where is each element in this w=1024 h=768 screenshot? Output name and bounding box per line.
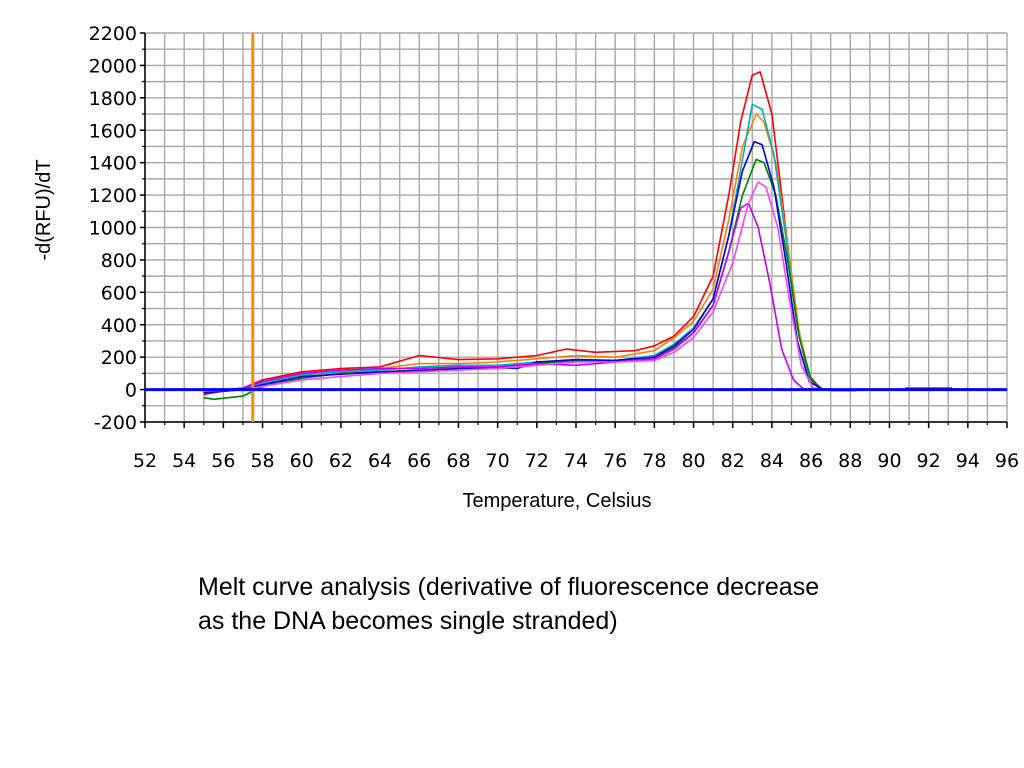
x-tick-label: 58 bbox=[250, 450, 274, 472]
x-tick-label: 86 bbox=[799, 450, 823, 472]
x-tick-label: 74 bbox=[564, 450, 588, 472]
x-tick-label: 56 bbox=[211, 450, 235, 472]
x-tick-label: 52 bbox=[133, 450, 157, 472]
y-tick-label: 1400 bbox=[89, 153, 137, 175]
y-tick-label: 2000 bbox=[89, 55, 137, 77]
axes bbox=[140, 32, 1008, 428]
x-tick-label: 68 bbox=[446, 450, 470, 472]
x-tick-label: 54 bbox=[172, 450, 196, 472]
x-tick-label: 84 bbox=[760, 450, 784, 472]
y-tick-label: 600 bbox=[101, 282, 137, 304]
y-tick-label: 1800 bbox=[89, 88, 137, 110]
series-layer bbox=[203, 71, 953, 401]
x-axis-title: Temperature, Celsius bbox=[463, 490, 652, 512]
x-tick-label: 76 bbox=[603, 450, 627, 472]
y-tick-label: 1200 bbox=[89, 185, 137, 207]
y-tick-label: 1600 bbox=[89, 120, 137, 142]
melt-curve-series-3 bbox=[203, 103, 851, 394]
y-tick-label: -200 bbox=[94, 412, 137, 434]
x-tick-label: 82 bbox=[721, 450, 745, 472]
caption-line-1: Melt curve analysis (derivative of fluor… bbox=[198, 573, 820, 601]
melt-curve-series-7 bbox=[203, 181, 851, 392]
caption: Melt curve analysis (derivative of fluor… bbox=[198, 570, 938, 638]
caption-line-2: as the DNA becomes single stranded) bbox=[198, 607, 618, 635]
y-tick-label: 0 bbox=[125, 380, 137, 402]
x-tick-label: 88 bbox=[838, 450, 862, 472]
x-tick-label: 62 bbox=[329, 450, 353, 472]
melt-curve-chart: -200 0 200 400 600 800 1000 1200 1400 1600 1800 200… bbox=[33, 23, 1019, 512]
x-tick-label: 70 bbox=[486, 450, 510, 472]
x-tick-label: 60 bbox=[290, 450, 314, 472]
x-tick-label: 78 bbox=[642, 450, 666, 472]
x-tick-labels: 52 54 56 58 60 62 64 66 68 70 72 74 76 78 80 82 84 86 88 90… bbox=[133, 450, 1019, 472]
melt-curve-series-5 bbox=[203, 140, 851, 394]
y-tick-label: 400 bbox=[101, 315, 137, 337]
x-tick-label: 92 bbox=[917, 450, 941, 472]
y-axis-title: -d(RFU)/dT bbox=[33, 159, 55, 260]
x-tick-label: 66 bbox=[407, 450, 431, 472]
y-tick-label: 200 bbox=[101, 347, 137, 369]
x-tick-label: 80 bbox=[681, 450, 705, 472]
x-tick-label: 64 bbox=[368, 450, 392, 472]
x-tick-label: 72 bbox=[525, 450, 549, 472]
y-tick-label: 2200 bbox=[89, 23, 137, 45]
melt-curve-series-6 bbox=[203, 202, 851, 392]
x-tick-label: 90 bbox=[877, 450, 901, 472]
x-tick-label: 94 bbox=[956, 450, 980, 472]
y-tick-label: 800 bbox=[101, 250, 137, 272]
y-tick-labels: -200 0 200 400 600 800 1000 1200 1400 1600 1800 200… bbox=[89, 23, 137, 434]
x-tick-label: 96 bbox=[995, 450, 1019, 472]
y-tick-label: 1000 bbox=[89, 218, 137, 240]
